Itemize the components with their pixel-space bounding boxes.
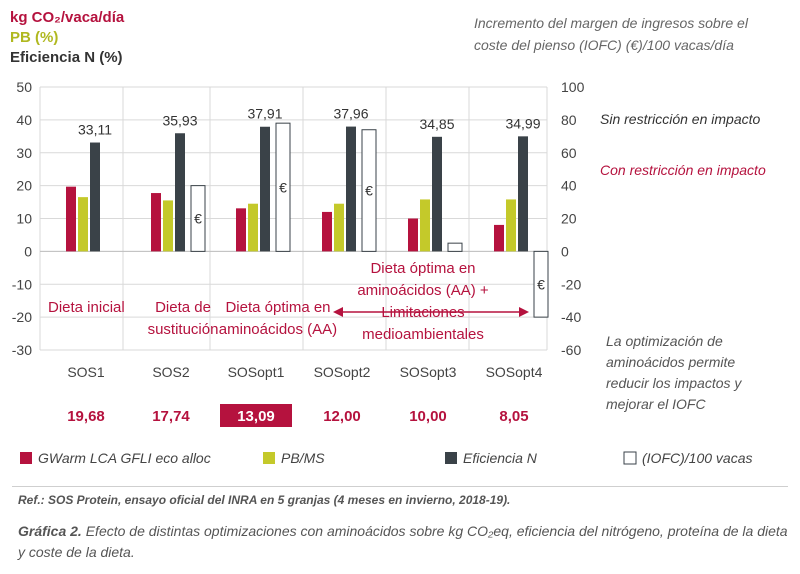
annotation-sin-restriccion: Sin restricción en impacto	[600, 111, 761, 127]
divider	[12, 486, 788, 487]
bar-iofc-sosopt3	[447, 242, 463, 252]
bar-pb-ms-sosopt2	[334, 203, 344, 252]
annotation-dieta-optima: aminoácidos (AA)	[219, 321, 337, 338]
highlight-box	[220, 404, 292, 427]
annotation-dieta-sustitucion: sustitución	[148, 321, 219, 338]
y-tick-label-right: 0	[561, 243, 569, 259]
annotation-dieta-sustitucion: Dieta de	[155, 299, 211, 316]
y-tick-label-right: -40	[561, 309, 581, 325]
bar-eficiencia-n-sos2	[175, 133, 185, 252]
arrow-head-right	[519, 307, 529, 317]
x-tick-label: SOS2	[152, 364, 190, 380]
x-tick-label: SOSopt1	[228, 364, 285, 380]
legend-swatch	[445, 452, 457, 464]
euro-symbol: €	[365, 183, 373, 199]
legend-swatch-iofc	[623, 451, 637, 465]
bar-pb-ms-sos1	[78, 197, 88, 252]
bar-iofc-sosopt2	[361, 129, 377, 252]
bar-iofc-sosopt1	[275, 122, 291, 252]
bar-iofc-sos2	[190, 185, 206, 252]
co2-value-label: 17,74	[152, 408, 190, 425]
left-axis-title-eficiencia: Eficiencia N (%)	[10, 49, 123, 66]
bar-eficiencia-n-sosopt4	[518, 136, 528, 252]
arrow-head-left	[333, 307, 343, 317]
legend-label: PB/MS	[281, 450, 325, 466]
bar-pb-ms-sosopt1	[248, 203, 258, 252]
chart: -30 -20 -10 0 10 20 30 40 50 -60 -40 -20 0 20 40 60 80 10…	[10, 9, 766, 466]
euro-symbol: €	[194, 211, 202, 227]
y-tick-label-right: 20	[561, 211, 577, 227]
legend-swatch	[20, 452, 32, 464]
co2-value-label: 12,00	[323, 408, 361, 425]
x-tick-label: SOS1	[67, 364, 105, 380]
bar-eficiencia-n-sosopt1	[260, 126, 270, 252]
annotation-dieta-optima-lim: medioambientales	[362, 326, 484, 343]
annotation-note: reducir los impactos y	[606, 375, 742, 391]
y-tick-label-right: 80	[561, 112, 577, 128]
data-label-eficiencia: 33,11	[78, 122, 112, 138]
co2-value-label: 8,05	[499, 408, 528, 425]
y-tick-label-right: 60	[561, 145, 577, 161]
euro-symbol: €	[279, 179, 287, 195]
bar-pb-ms-sosopt4	[506, 199, 516, 252]
annotation-con-restriccion: Con restricción en impacto	[600, 162, 766, 178]
bar-gwarm-lca-gfli-eco-alloc-sosopt3	[408, 218, 418, 252]
left-axis-title-pb: PB (%)	[10, 29, 58, 46]
annotation-dieta-optima-lim: Dieta óptima en	[370, 260, 475, 277]
y-tick-label-left: -30	[12, 342, 32, 358]
data-label-eficiencia: 37,91	[247, 106, 282, 122]
x-tick-label: SOSopt3	[400, 364, 457, 380]
y-tick-label-left: -20	[12, 309, 32, 325]
data-label-eficiencia: 37,96	[333, 106, 368, 122]
right-axis-title: coste del pienso (IOFC) (€)/100 vacas/dí…	[474, 37, 734, 53]
reference-text: Ref.: SOS Protein, ensayo oficial del IN…	[18, 493, 511, 507]
bar-pb-ms-sos2	[163, 200, 173, 252]
right-axis-title: Incremento del margen de ingresos sobre …	[474, 15, 749, 31]
annotation-dieta-inicial: Dieta inicial	[48, 299, 125, 316]
figure-caption: Gráfica 2. Efecto de distintas optimizac…	[18, 521, 793, 563]
annotation-dieta-optima: Dieta óptima en	[225, 299, 330, 316]
bar-gwarm-lca-gfli-eco-alloc-sosopt4	[494, 224, 504, 252]
bar-gwarm-lca-gfli-eco-alloc-sosopt2	[322, 211, 332, 252]
caption-label: Gráfica 2.	[18, 523, 82, 539]
x-tick-label: SOSopt4	[486, 364, 543, 380]
euro-symbol: €	[537, 276, 545, 292]
legend-label: GWarm LCA GFLI eco alloc	[38, 450, 211, 466]
bar-gwarm-lca-gfli-eco-alloc-sosopt1	[236, 208, 246, 252]
y-tick-label-left: -10	[12, 276, 32, 292]
annotation-note: La optimización de	[606, 333, 723, 349]
data-label-eficiencia: 35,93	[162, 112, 197, 128]
y-tick-label-right: -60	[561, 342, 581, 358]
annotation-dieta-optima-lim: aminoácidos (AA) +	[357, 282, 489, 299]
legend-label: (IOFC)/100 vacas	[642, 450, 752, 466]
bar-pb-ms-sosopt3	[420, 199, 430, 252]
bar-gwarm-lca-gfli-eco-alloc-sos2	[151, 193, 161, 252]
left-axis-title-co2: kg CO₂/vaca/día	[10, 9, 125, 26]
legend-swatch	[263, 452, 275, 464]
y-tick-label-left: 10	[16, 211, 32, 227]
y-tick-label-left: 50	[16, 79, 32, 95]
co2-value-label: 13,09	[237, 408, 275, 425]
data-label-eficiencia: 34,85	[419, 116, 454, 132]
annotation-note: mejorar el IOFC	[606, 396, 706, 412]
co2-value-label: 19,68	[67, 408, 105, 425]
bar-gwarm-lca-gfli-eco-alloc-sos1	[66, 186, 76, 252]
y-tick-label-left: 0	[24, 243, 32, 259]
caption-text: Efecto de distintas optimizaciones con a…	[18, 523, 788, 560]
bar-eficiencia-n-sosopt2	[346, 126, 356, 252]
bar-iofc-sosopt4	[533, 250, 549, 318]
y-tick-label-left: 40	[16, 112, 32, 128]
y-tick-label-left: 20	[16, 178, 32, 194]
bar-eficiencia-n-sos1	[90, 142, 100, 252]
bar-eficiencia-n-sosopt3	[432, 136, 442, 252]
y-tick-label-right: 40	[561, 178, 577, 194]
legend-label: Eficiencia N	[463, 450, 538, 466]
annotation-note: aminoácidos permite	[606, 354, 735, 370]
data-label-eficiencia: 34,99	[505, 115, 540, 131]
x-tick-label: SOSopt2	[314, 364, 371, 380]
y-tick-label-left: 30	[16, 145, 32, 161]
y-tick-label-right: -20	[561, 276, 581, 292]
co2-value-label: 10,00	[409, 408, 447, 425]
y-tick-label-right: 100	[561, 79, 585, 95]
